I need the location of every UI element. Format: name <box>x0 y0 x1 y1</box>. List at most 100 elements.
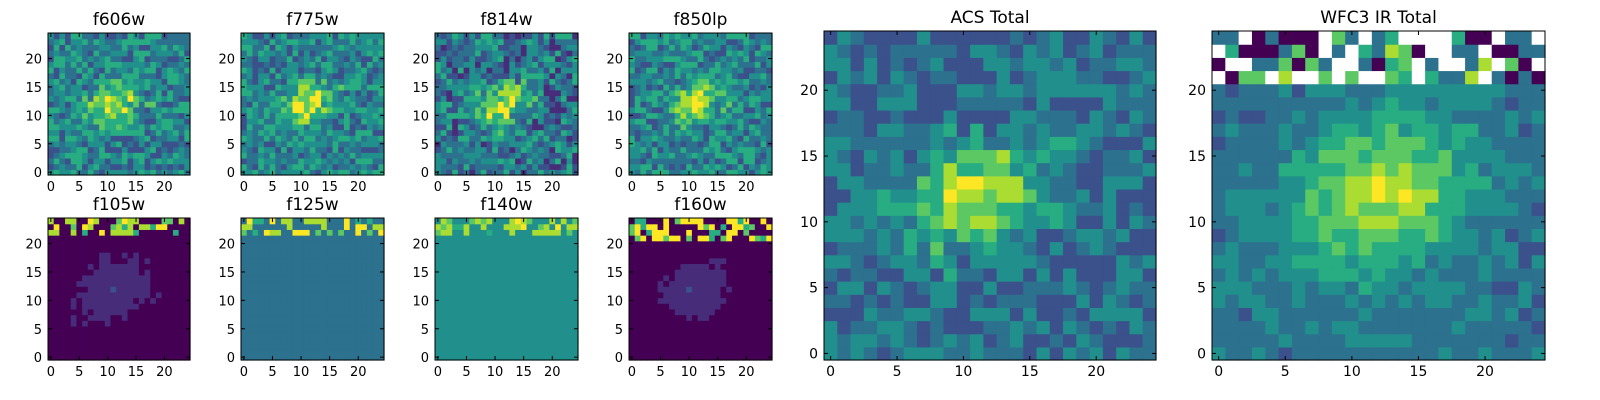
heatmap-cell <box>663 95 670 102</box>
heatmap-cell <box>446 169 453 176</box>
heatmap-cell <box>76 257 83 265</box>
heatmap-cell <box>714 348 722 355</box>
heatmap-cell <box>532 84 539 91</box>
heatmap-cell <box>515 140 522 148</box>
heatmap-cell <box>321 263 328 270</box>
heatmap-cell <box>144 44 151 51</box>
heatmap-cell <box>486 106 493 114</box>
heatmap-cell <box>361 112 368 119</box>
heatmap-cell <box>691 325 699 333</box>
heatmap-cell <box>697 297 704 304</box>
heatmap-cell <box>720 140 727 148</box>
heatmap-cell <box>121 235 129 242</box>
heatmap-cell <box>520 44 528 51</box>
heatmap-cell <box>241 157 248 165</box>
heatmap-cell <box>651 314 659 321</box>
heatmap-cell <box>87 61 95 68</box>
heatmap-cell <box>127 223 134 230</box>
heatmap-cell <box>110 106 117 114</box>
heatmap-cell <box>263 123 271 131</box>
heatmap-cell <box>457 106 465 114</box>
heatmap-cell <box>703 129 710 136</box>
heatmap-cell <box>263 118 271 125</box>
heatmap-cell <box>760 331 767 338</box>
heatmap-cell <box>252 257 259 265</box>
heatmap-cell <box>355 84 362 91</box>
heatmap-cell <box>110 95 117 102</box>
heatmap-cell <box>82 246 89 253</box>
heatmap-cell <box>172 337 180 344</box>
heatmap-cell <box>172 89 180 97</box>
heatmap-cell <box>657 146 664 153</box>
heatmap-cell <box>686 129 693 136</box>
heatmap-cell <box>292 297 299 304</box>
heatmap-cell <box>155 44 163 51</box>
heatmap-cell <box>703 61 710 68</box>
heatmap-cell <box>241 263 248 270</box>
heatmap-cell <box>526 129 533 136</box>
heatmap-cell <box>269 152 276 159</box>
heatmap-cell <box>743 342 750 350</box>
heatmap-cell <box>286 291 294 299</box>
heatmap-cell <box>338 229 345 236</box>
heatmap-cell <box>697 129 704 136</box>
heatmap-cell <box>241 135 248 142</box>
heatmap-cell <box>76 229 83 236</box>
heatmap-cell <box>720 325 727 333</box>
heatmap-cell <box>150 33 157 40</box>
heatmap-cell <box>526 101 533 108</box>
heatmap-cell <box>246 291 254 299</box>
heatmap-cell <box>469 50 476 57</box>
heatmap-cell <box>167 38 174 45</box>
heatmap-cell <box>167 146 174 153</box>
heatmap-cell <box>497 152 505 159</box>
heatmap-cell <box>686 112 693 119</box>
heatmap-cell <box>155 84 163 91</box>
heatmap-cell <box>549 157 556 165</box>
heatmap-cell <box>497 229 505 236</box>
heatmap-cell <box>646 354 653 361</box>
heatmap-cell <box>492 229 499 236</box>
heatmap-cell <box>378 67 385 74</box>
heatmap-cell <box>709 33 716 40</box>
heatmap-cell <box>76 152 83 159</box>
heatmap-cell <box>572 44 579 51</box>
heatmap-cell <box>178 337 185 344</box>
heatmap-cell <box>537 152 545 159</box>
heatmap-cell <box>731 112 739 119</box>
heatmap-cell <box>457 89 465 97</box>
heatmap-cell <box>127 257 134 265</box>
heatmap-cell <box>321 50 328 57</box>
heatmap-cell <box>634 303 642 310</box>
heatmap-cell <box>731 78 739 85</box>
heatmap-cell <box>326 320 334 327</box>
heatmap-cell <box>691 89 699 97</box>
heatmap-cell <box>184 123 191 131</box>
heatmap-cell <box>178 274 185 282</box>
heatmap-cell <box>349 146 356 153</box>
heatmap-cell <box>82 44 89 51</box>
heatmap-cell <box>338 152 345 159</box>
heatmap-cell <box>127 263 134 270</box>
heatmap-cell <box>133 223 140 230</box>
heatmap-cell <box>475 55 482 62</box>
heatmap-cell <box>469 320 476 327</box>
heatmap-cell <box>70 337 77 344</box>
heatmap-cell <box>463 135 470 142</box>
heatmap-cell <box>537 342 545 350</box>
heatmap-cell <box>480 123 488 131</box>
heatmap-cell <box>486 140 493 148</box>
heatmap-cell <box>760 129 767 136</box>
heatmap-cell <box>669 297 676 304</box>
heatmap-cell <box>298 308 305 316</box>
heatmap-cell <box>121 169 129 176</box>
heatmap-cell <box>366 240 374 247</box>
heatmap-cell <box>651 269 659 276</box>
heatmap-cell <box>440 280 448 287</box>
heatmap-cell <box>486 89 493 97</box>
heatmap-cell <box>155 337 163 344</box>
heatmap-cell <box>640 354 647 361</box>
heatmap-cell <box>292 325 299 333</box>
heatmap-cell <box>457 33 465 40</box>
heatmap-cell <box>497 163 505 170</box>
